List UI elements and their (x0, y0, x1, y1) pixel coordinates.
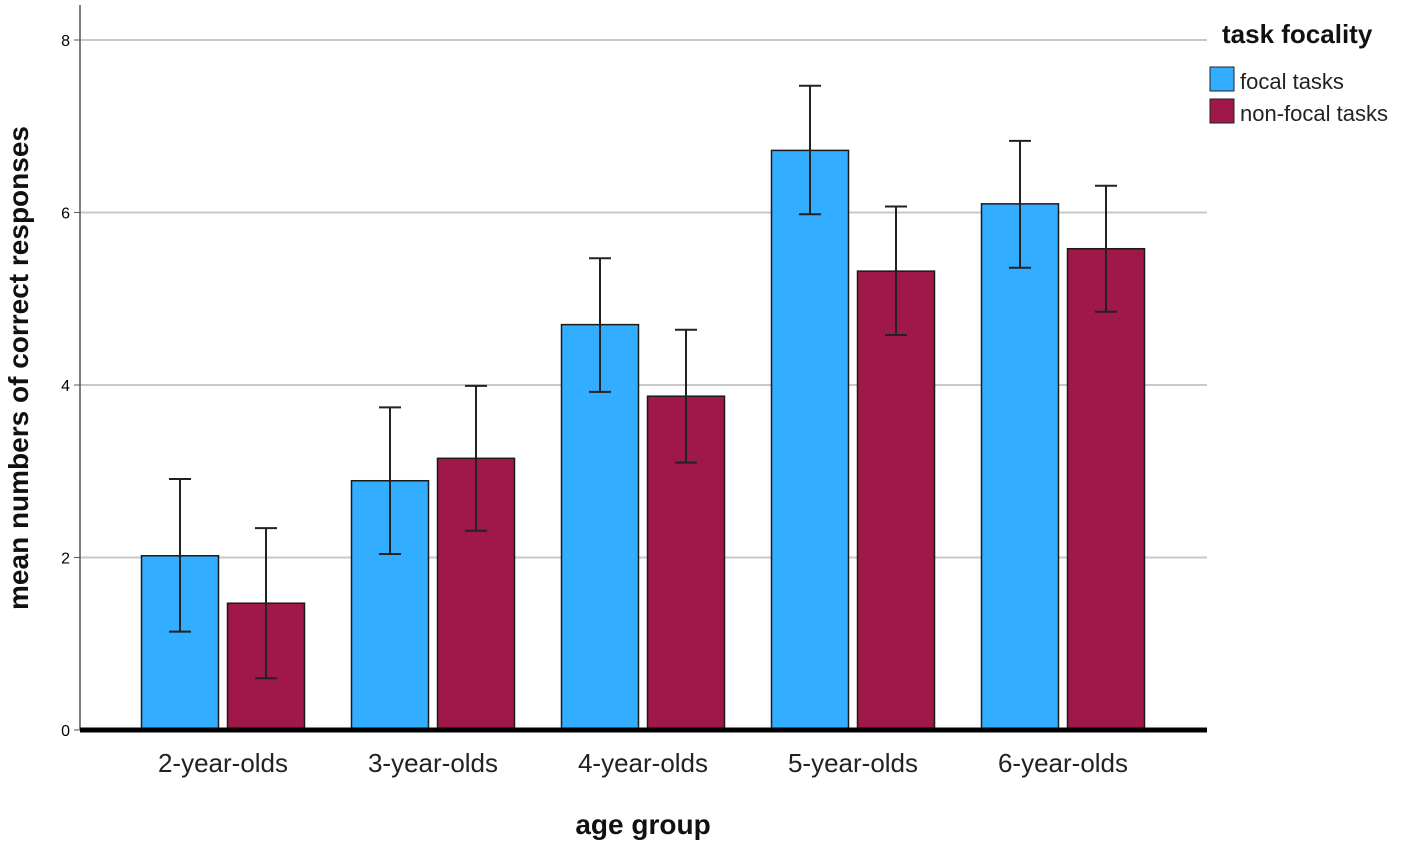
x-axis-categories: 2-year-olds 3-year-olds 4-year-olds 5-year-… (158, 748, 1128, 778)
x-category-label-4: 6-year-olds (998, 748, 1128, 778)
bar-focal-3 (770, 149, 850, 731)
bars (140, 149, 1146, 731)
error-bars (169, 84, 1117, 680)
x-category-label-3: 5-year-olds (788, 748, 918, 778)
y-axis-ticks: 0 2 4 6 8 (61, 33, 80, 740)
y-tick-label-8: 8 (61, 33, 70, 50)
legend-swatch-nonfocal (1209, 98, 1235, 124)
legend-label-nonfocal: non-focal tasks (1240, 101, 1388, 126)
y-axis-title: mean numbers of correct responses (3, 126, 34, 610)
x-category-label-0: 2-year-olds (158, 748, 288, 778)
bar-nonfocal-4 (1066, 247, 1146, 731)
y-tick-label-4: 4 (61, 378, 70, 395)
y-tick-label-6: 6 (61, 206, 70, 223)
y-tick-label-2: 2 (61, 551, 70, 568)
legend-title: task focality (1222, 19, 1373, 49)
bar-focal-4 (980, 203, 1060, 731)
x-axis-title: age group (575, 809, 710, 840)
x-category-label-2: 4-year-olds (578, 748, 708, 778)
bar-nonfocal-3 (856, 270, 936, 731)
legend-label-focal: focal tasks (1240, 69, 1344, 94)
legend-swatch-focal (1209, 66, 1235, 92)
y-tick-label-0: 0 (61, 723, 70, 740)
legend: task focality focal tasks non-focal task… (1209, 19, 1388, 126)
x-category-label-1: 3-year-olds (368, 748, 498, 778)
